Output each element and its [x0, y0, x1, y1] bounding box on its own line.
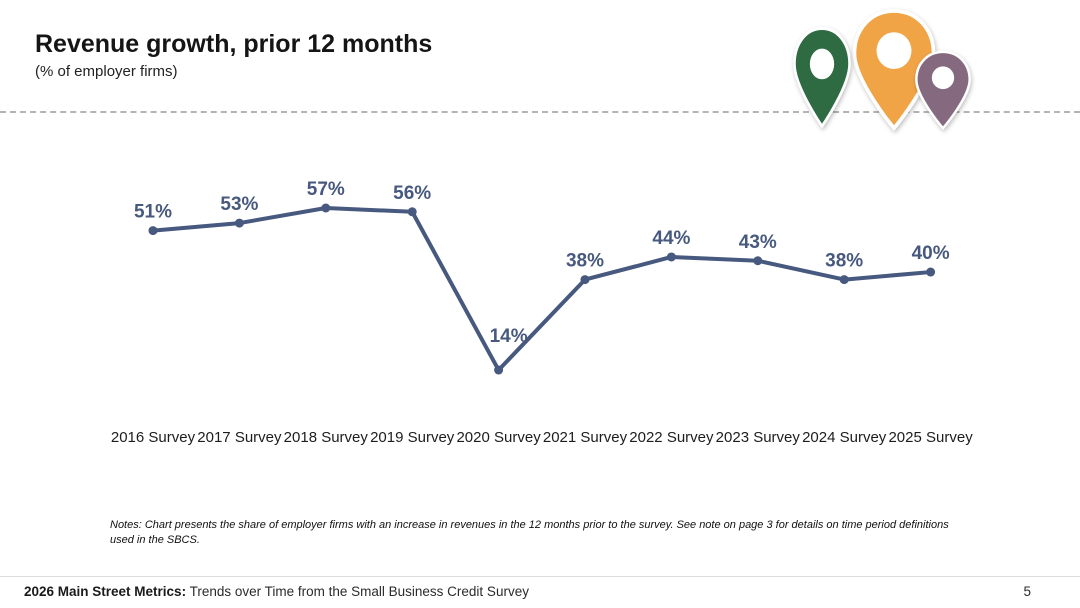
logo-pins — [780, 0, 990, 140]
map-pin-orange-body — [852, 8, 936, 132]
chart-notes: Notes: Chart presents the share of emplo… — [110, 519, 949, 546]
chart-line — [151, 206, 933, 373]
x-axis-label: 2016 Survey — [111, 429, 196, 446]
chart-point-label: 51% — [134, 202, 172, 223]
chart-point — [666, 252, 676, 262]
chart-point-label: 38% — [566, 251, 604, 272]
x-axis-label: 2018 Survey — [284, 429, 369, 446]
chart-point — [321, 203, 331, 213]
page-number: 5 — [1023, 584, 1031, 599]
footer-report-title: 2026 Main Street Metrics: — [24, 584, 187, 599]
slide-footer: 2026 Main Street Metrics: Trends over Ti… — [0, 576, 1080, 608]
chart-point-label: 53% — [220, 194, 258, 215]
x-axis-label: 2025 Survey — [888, 429, 973, 446]
chart-point — [580, 275, 590, 285]
chart-point — [926, 267, 936, 277]
chart-point — [148, 226, 158, 236]
chart-point — [753, 256, 763, 266]
x-axis-label: 2023 Survey — [716, 429, 801, 446]
chart-point-label: 56% — [393, 183, 431, 204]
map-pin-purple-body — [915, 50, 971, 131]
map-pin-purple-icon — [915, 50, 971, 131]
chart-point-label: 43% — [739, 232, 777, 253]
chart-point-label: 38% — [825, 251, 863, 272]
x-axis-label: 2019 Survey — [370, 429, 455, 446]
page-title: Revenue growth, prior 12 months — [35, 30, 433, 58]
line-chart-svg: 51% 2016 Survey 53% 2017 Survey 57% 2018 Surv… — [111, 179, 973, 446]
x-axis-label: 2024 Survey — [802, 429, 887, 446]
chart-point — [494, 365, 504, 375]
map-pin-orange-icon — [852, 8, 936, 132]
x-axis-label: 2021 Survey — [543, 429, 628, 446]
map-pin-green-icon — [793, 26, 851, 129]
footer-text: 2026 Main Street Metrics: Trends over Ti… — [24, 584, 529, 599]
slide-header: Revenue growth, prior 12 months (% of em… — [35, 30, 432, 80]
chart-point-label: 14% — [490, 326, 528, 347]
x-axis-label: 2020 Survey — [456, 429, 541, 446]
chart-point-label: 44% — [652, 228, 690, 249]
chart-point — [407, 207, 417, 217]
chart-point — [839, 275, 849, 285]
chart-point-label: 57% — [307, 179, 345, 200]
footer-report-subtitle: Trends over Time from the Small Business… — [186, 584, 529, 599]
chart-point — [234, 218, 244, 228]
x-axis-label: 2017 Survey — [197, 429, 282, 446]
chart-point-label: 40% — [912, 243, 950, 264]
page-subtitle: (% of employer firms) — [35, 63, 178, 80]
x-axis-label: 2022 Survey — [629, 429, 714, 446]
dashed-separator — [0, 111, 1080, 113]
